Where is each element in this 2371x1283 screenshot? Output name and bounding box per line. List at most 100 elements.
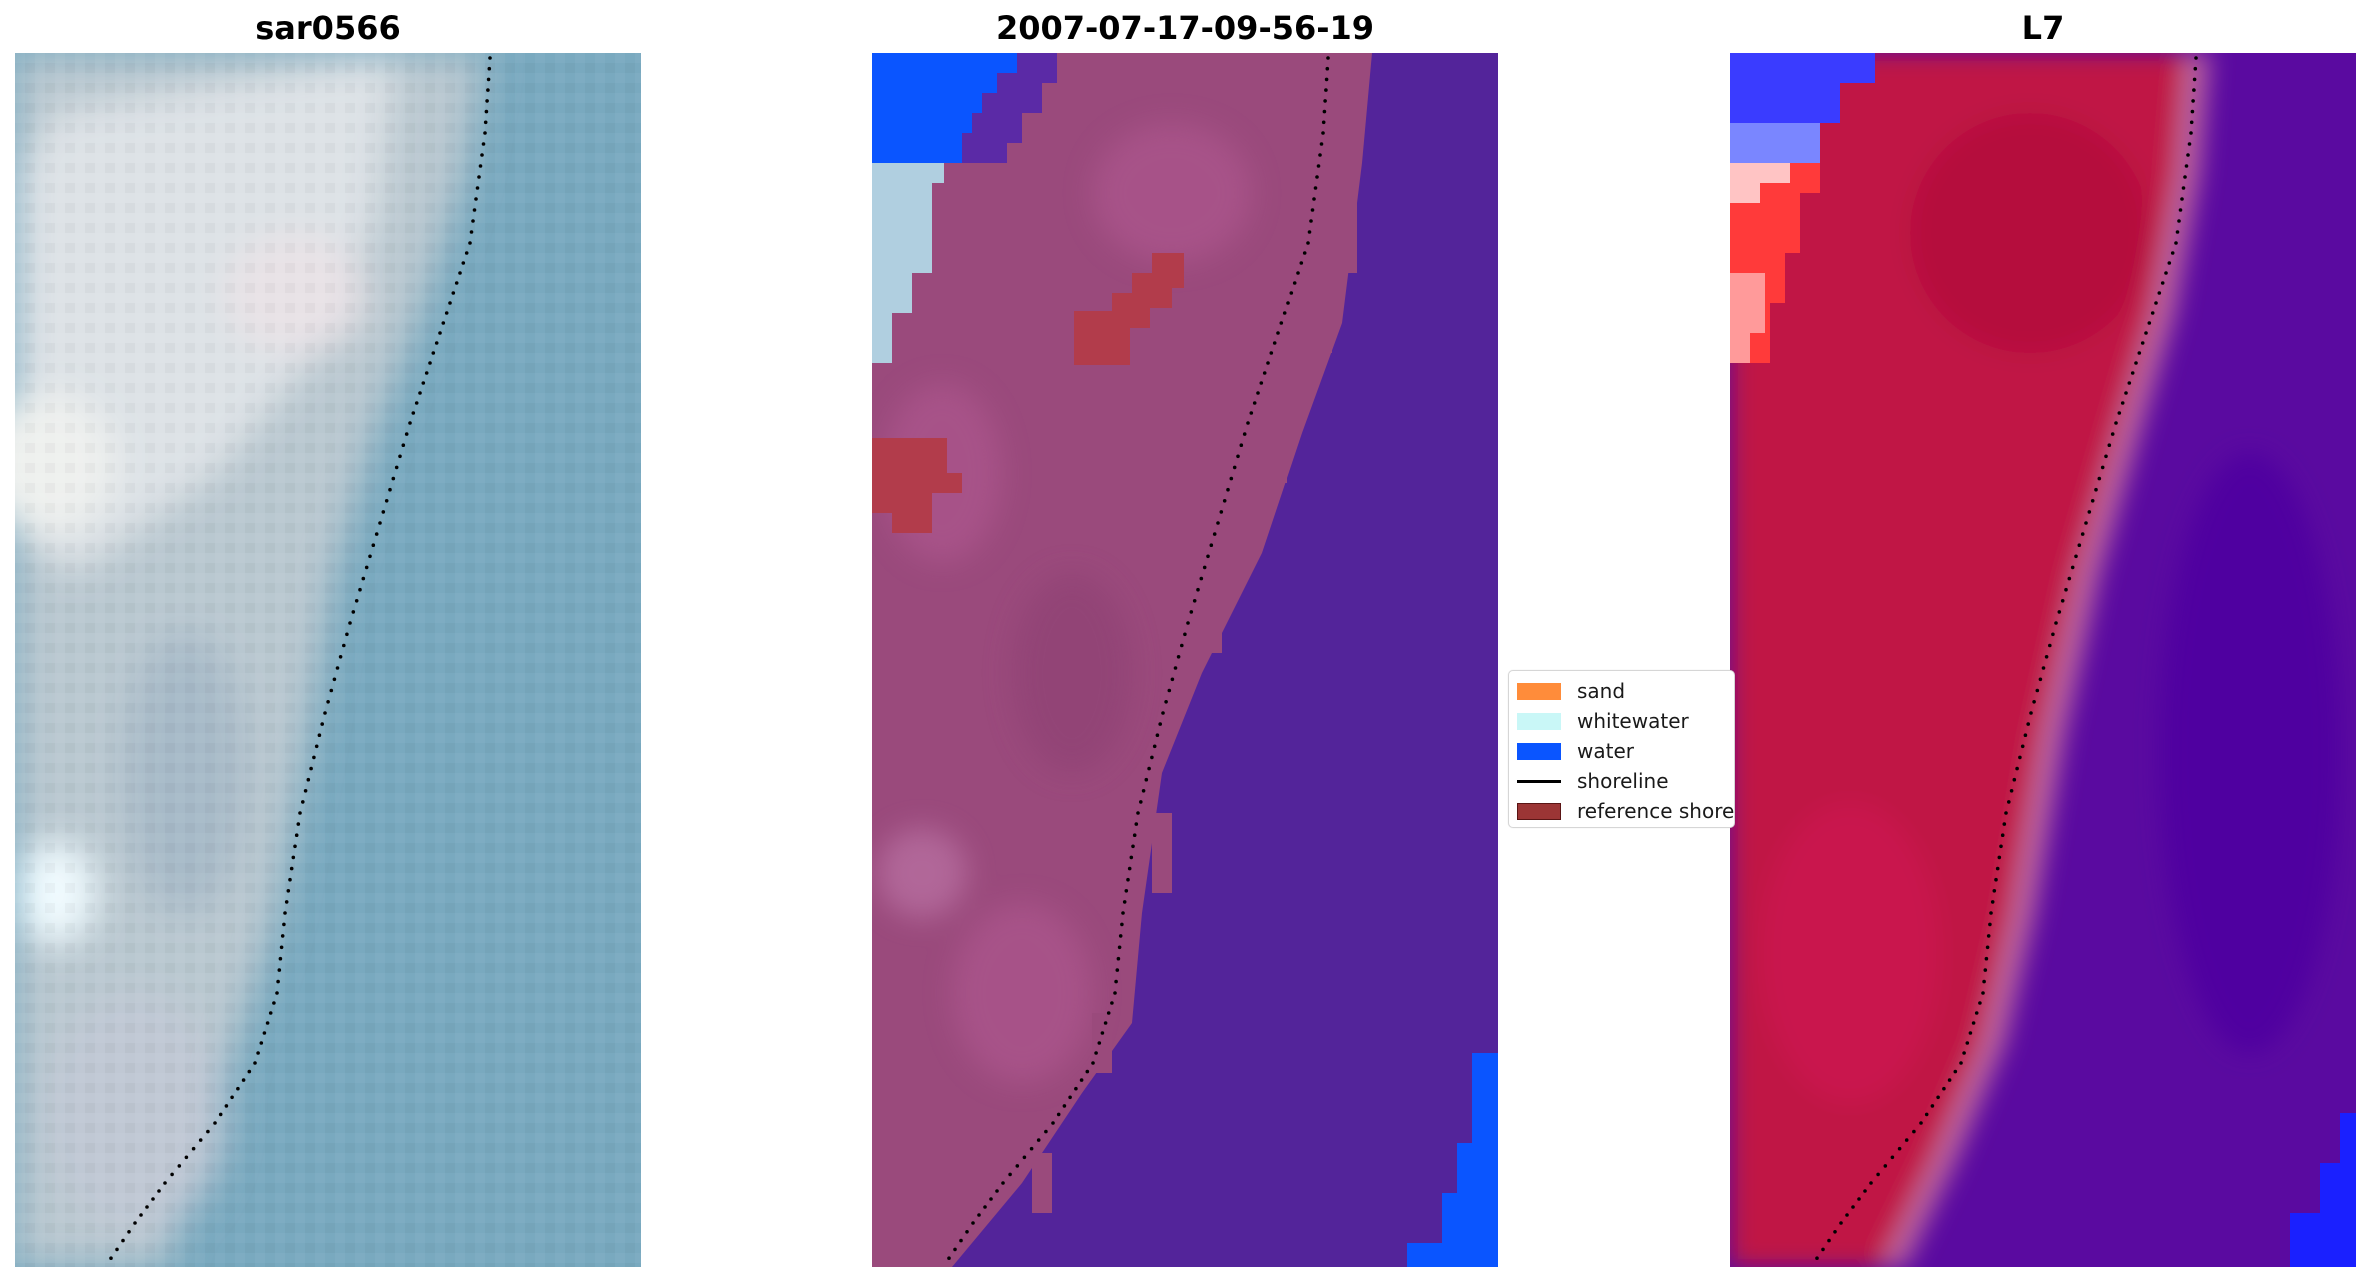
shoreline-dot — [2015, 766, 2019, 771]
shoreline-dot — [1857, 1197, 1861, 1201]
shoreline-dot — [1158, 722, 1162, 726]
shoreline-dot — [401, 443, 406, 448]
legend-label-water: water — [1577, 739, 1634, 763]
shoreline-dot — [253, 1061, 257, 1065]
shoreline-dot — [1821, 1247, 1825, 1252]
shoreline-dot — [1202, 565, 1207, 570]
shoreline-dot — [1106, 1011, 1111, 1015]
shoreline-dot — [1919, 1121, 1923, 1125]
legend-label-reference-shoreline: reference shoreline — [1577, 799, 1735, 823]
shoreline-dot — [1302, 251, 1307, 255]
whitewater-swatch — [1517, 712, 1561, 730]
shoreline-dot — [2060, 599, 2065, 603]
shoreline-dot — [2130, 371, 2135, 375]
shoreline-dot — [1167, 688, 1172, 693]
shoreline-dot — [213, 1121, 217, 1125]
shoreline-dot — [191, 1146, 196, 1151]
shoreline-dot — [391, 476, 396, 481]
shoreline-dot — [1983, 968, 1988, 972]
shoreline-dot — [1242, 432, 1247, 436]
shoreline-dot — [283, 911, 287, 915]
shoreline-dot — [145, 1205, 149, 1209]
shoreline-dot — [241, 1078, 246, 1082]
rgb-image-svg — [15, 53, 641, 1267]
legend-item-sand: sand — [1517, 677, 1625, 705]
shoreline-dot — [374, 532, 379, 536]
shoreline-dot — [2114, 421, 2118, 425]
shoreline-dot — [288, 877, 292, 882]
shoreline-dot — [2184, 164, 2189, 168]
shoreline-dot — [1173, 666, 1178, 670]
shoreline-dot — [1131, 844, 1135, 849]
shoreline-dot — [2041, 666, 2046, 670]
shoreline-line-icon — [1517, 779, 1561, 783]
shoreline-dot — [1199, 576, 1204, 581]
shoreline-dot — [1127, 866, 1132, 871]
legend-label-shoreline: shoreline — [1577, 769, 1669, 793]
shoreline-dot — [2020, 744, 2025, 749]
shoreline-dot — [1164, 700, 1168, 704]
shoreline-dot — [2134, 361, 2138, 365]
shoreline-dot — [947, 1256, 951, 1260]
shoreline-dot — [2074, 554, 2078, 559]
shoreline-dot — [1318, 153, 1322, 157]
shoreline-dot — [329, 688, 334, 693]
shoreline-dot — [1116, 956, 1121, 961]
shoreline-dot — [1094, 1051, 1098, 1055]
shoreline-dot — [1118, 934, 1123, 938]
shoreline-dot — [1839, 1221, 1843, 1225]
legend-item-water: water — [1517, 737, 1634, 765]
shoreline-dot — [276, 979, 280, 984]
shoreline-dot — [2032, 700, 2036, 704]
shoreline-dot — [278, 956, 283, 961]
shoreline-dot — [2181, 186, 2186, 190]
shoreline-dot — [1974, 1011, 1979, 1015]
shoreline-dot — [2090, 499, 2095, 503]
shoreline-dot — [1904, 1138, 1909, 1142]
shoreline-dot — [1114, 979, 1118, 984]
shoreline-dot — [312, 755, 316, 760]
shoreline-dot — [474, 197, 478, 201]
shoreline-dot — [1183, 632, 1187, 637]
shoreline-dot — [2009, 789, 2014, 793]
shoreline-dot — [280, 934, 285, 938]
classified-reference-patches — [872, 253, 1184, 533]
shoreline-dot — [418, 391, 422, 395]
shoreline-dot — [480, 153, 484, 157]
shoreline-dot — [1256, 391, 1260, 395]
shoreline-dot — [1117, 945, 1122, 950]
shoreline-dot — [133, 1221, 137, 1225]
shoreline-dot — [1134, 822, 1139, 826]
shoreline-dot — [256, 1051, 260, 1055]
shoreline-dot — [115, 1247, 119, 1252]
shoreline-dot — [2002, 822, 2007, 826]
shoreline-dot — [277, 968, 282, 972]
shoreline-dot — [1981, 991, 1985, 995]
shoreline-dot — [2183, 175, 2187, 179]
shoreline-dot — [2117, 411, 2122, 415]
shoreline-dot — [157, 1189, 161, 1193]
shoreline-dot — [2167, 261, 2172, 265]
shoreline-dot — [1122, 900, 1127, 904]
shoreline-dot — [1022, 1155, 1027, 1160]
shoreline-dot — [2094, 487, 2098, 492]
shoreline-dot — [1321, 131, 1325, 135]
shoreline-dot — [1147, 766, 1151, 771]
water-swatch — [1517, 742, 1561, 760]
shoreline-dot — [1212, 532, 1217, 536]
shoreline-dot — [1232, 465, 1237, 470]
shoreline-dot — [1113, 991, 1117, 995]
shoreline-dot — [371, 543, 376, 547]
shoreline-dot — [1121, 911, 1125, 915]
panel-classified-image — [872, 53, 1498, 1267]
shoreline-dot — [1968, 1031, 1973, 1035]
shoreline-dot — [1965, 1041, 1970, 1045]
shoreline-dot — [995, 1189, 999, 1193]
shoreline-dot — [2051, 632, 2055, 637]
shoreline-dot — [224, 1104, 229, 1108]
shoreline-dot — [2077, 543, 2082, 547]
shoreline-dot — [1176, 655, 1181, 659]
index-image-svg — [1730, 53, 2356, 1267]
shoreline-dot — [326, 700, 330, 704]
shoreline-dot — [1845, 1213, 1849, 1217]
